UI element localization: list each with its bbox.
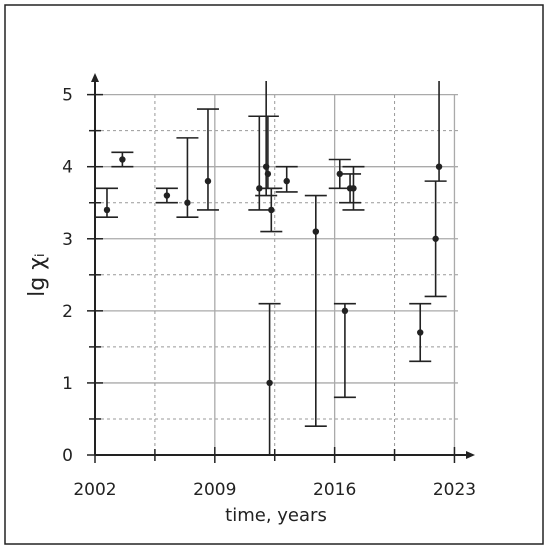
x-tick-label: 2023	[433, 480, 476, 500]
point	[350, 185, 357, 192]
y-tick-label: 5	[62, 86, 73, 106]
point	[204, 177, 212, 185]
y-tick-label: 1	[62, 374, 73, 394]
frame	[4, 4, 544, 545]
point	[184, 199, 191, 206]
point	[264, 170, 272, 178]
point	[119, 156, 126, 163]
x-axis-arrow	[466, 451, 475, 459]
y-axis-arrow	[91, 73, 99, 82]
point	[417, 329, 424, 336]
y-tick-label: 2	[62, 302, 73, 322]
point	[266, 379, 273, 387]
point	[268, 206, 275, 214]
point	[283, 177, 290, 185]
y-tick-label: 4	[62, 158, 73, 178]
point	[312, 228, 320, 235]
x-tick-label: 2002	[73, 480, 116, 500]
x-tick-label: 2009	[193, 480, 236, 500]
y-tick-label: 3	[62, 230, 73, 250]
y-axis-label: lg χᵢ	[25, 253, 50, 297]
point	[163, 192, 171, 199]
point	[341, 307, 349, 315]
point	[435, 163, 443, 170]
point	[103, 206, 111, 214]
x-tick-label: 2016	[313, 480, 356, 500]
x-axis-label: time, years	[225, 505, 327, 526]
point	[432, 235, 439, 242]
y-tick-label: 0	[62, 446, 73, 466]
